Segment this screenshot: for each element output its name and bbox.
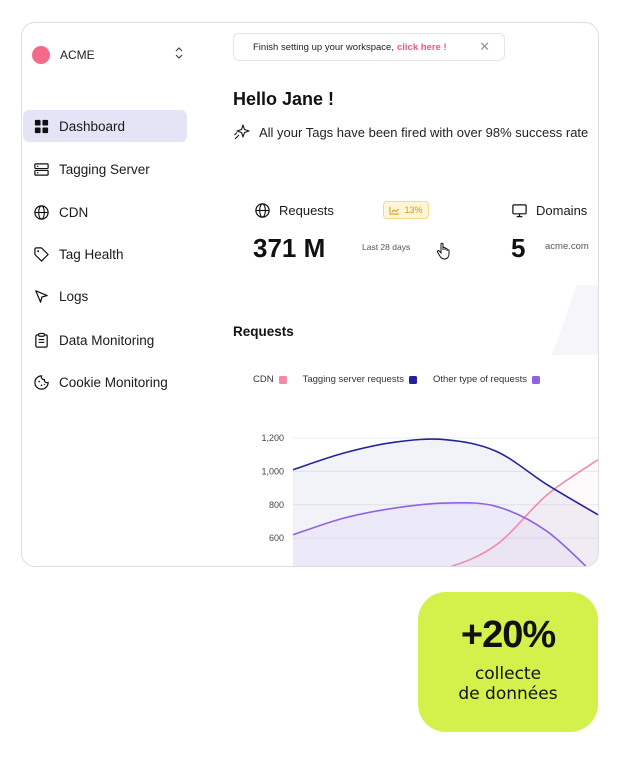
- legend-label: Other type of requests: [432, 374, 527, 385]
- legend-label: Tagging server requests: [302, 374, 404, 385]
- sidebar-item-label: Dashboard: [59, 118, 126, 134]
- org-avatar: [32, 46, 50, 64]
- promo-line-2: de données: [458, 684, 558, 704]
- growth-badge: 13%: [383, 201, 429, 219]
- cookie-icon: [32, 373, 50, 391]
- sidebar-item-label: CDN: [59, 204, 89, 220]
- y-tick-label: 1,000: [261, 466, 284, 476]
- promo-line-1: collecte: [474, 664, 542, 684]
- cursor-icon: [32, 287, 50, 305]
- sidebar-item-label: Data Monitoring: [59, 332, 155, 348]
- tag-icon: [32, 245, 50, 263]
- org-switcher[interactable]: ACME: [32, 43, 192, 67]
- org-name: ACME: [60, 48, 95, 62]
- legend-label: CDN: [253, 374, 274, 385]
- sidebar-item-label: Tag Health: [59, 246, 124, 262]
- sidebar-item-cookie-monitoring[interactable]: Cookie Monitoring: [23, 366, 187, 398]
- series-area-cdn: [293, 459, 598, 566]
- globe-icon: [255, 203, 270, 218]
- domains-caption: acme.com: [545, 241, 589, 252]
- legend-item-other[interactable]: Other type of requests: [433, 374, 540, 385]
- sidebar: ACME Dashboard Tagging Server CDN: [22, 23, 202, 566]
- sidebar-item-logs[interactable]: Logs: [23, 280, 187, 312]
- decorative-shape: [552, 285, 598, 355]
- requests-period: Last 28 days: [362, 242, 411, 252]
- promo-card: +20% collecte de données: [418, 592, 598, 732]
- monitor-icon: [512, 204, 527, 218]
- server-icon: [32, 160, 50, 178]
- legend-swatch: [531, 375, 540, 384]
- requests-label: Requests: [279, 203, 334, 218]
- chevron-up-down-icon[interactable]: [174, 45, 184, 63]
- domains-value: 5: [511, 233, 526, 263]
- series-area-other-type-of-requests: [293, 502, 598, 566]
- sidebar-item-dashboard[interactable]: Dashboard: [23, 110, 187, 142]
- globe-icon: [32, 203, 50, 221]
- fired-text: All your Tags have been fired with over …: [259, 124, 589, 140]
- series-line-cdn[interactable]: [293, 459, 598, 566]
- sidebar-item-label: Cookie Monitoring: [59, 374, 168, 390]
- growth-badge-value: 13%: [404, 205, 423, 215]
- requests-metric-label: Requests: [254, 202, 334, 219]
- y-tick-label: 800: [269, 500, 284, 510]
- dashboard-icon: [32, 117, 50, 135]
- fired-message: All your Tags have been fired with over …: [233, 123, 588, 141]
- sidebar-item-tagging-server[interactable]: Tagging Server: [23, 153, 187, 185]
- close-icon[interactable]: ✕: [479, 39, 490, 54]
- greeting: Hello Jane !: [233, 89, 335, 109]
- sidebar-item-label: Logs: [59, 288, 89, 304]
- legend-swatch: [278, 375, 287, 384]
- y-tick-label: 1,200: [261, 433, 284, 443]
- sidebar-item-tag-health[interactable]: Tag Health: [23, 238, 187, 270]
- chart-legend: CDN Tagging server requests Other type o…: [253, 374, 556, 385]
- chart-up-icon: [389, 206, 400, 214]
- sidebar-item-label: Tagging Server: [59, 161, 150, 177]
- banner-link[interactable]: click here !: [396, 41, 447, 53]
- hand-pointer-icon: [436, 242, 450, 260]
- series-line-tagging-server-requests[interactable]: [292, 438, 598, 516]
- requests-value: 371 M: [253, 233, 326, 263]
- setup-banner: Finish setting up your workspace, click …: [233, 33, 505, 61]
- requests-section-title: Requests: [233, 324, 294, 339]
- y-tick-label: 600: [269, 533, 284, 543]
- main-content: Finish setting up your workspace, click …: [202, 23, 598, 566]
- domains-label: Domains: [536, 203, 588, 218]
- legend-item-tagging-server[interactable]: Tagging server requests: [303, 374, 417, 385]
- domains-metric-label: Domains: [511, 202, 587, 219]
- clipboard-icon: [32, 331, 50, 349]
- dashboard-window: ACME Dashboard Tagging Server CDN: [21, 22, 599, 567]
- legend-item-cdn[interactable]: CDN: [253, 374, 287, 385]
- sidebar-item-cdn[interactable]: CDN: [23, 196, 187, 228]
- sparkle-icon: [234, 124, 250, 140]
- banner-text: Finish setting up your workspace,: [253, 41, 394, 53]
- legend-swatch: [408, 375, 417, 384]
- promo-headline: +20%: [460, 614, 556, 656]
- series-line-other-type-of-requests[interactable]: [292, 501, 598, 566]
- sidebar-item-data-monitoring[interactable]: Data Monitoring: [23, 324, 187, 356]
